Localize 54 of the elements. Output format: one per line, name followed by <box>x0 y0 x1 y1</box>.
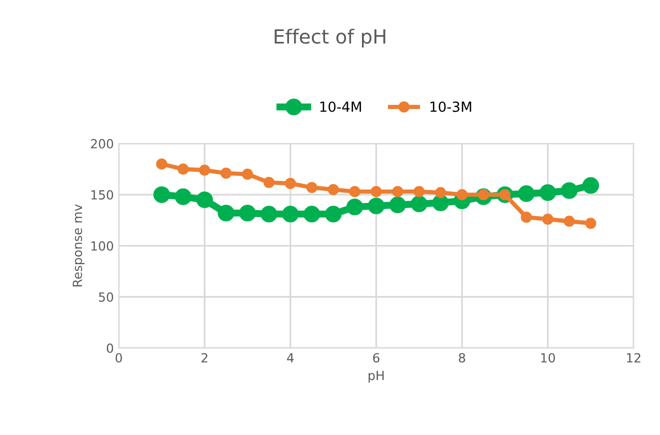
point <box>220 168 232 179</box>
point <box>456 189 468 200</box>
x-tick-label: 6 <box>373 353 380 363</box>
point <box>542 214 554 225</box>
point <box>410 196 428 212</box>
point <box>432 194 449 212</box>
point <box>349 186 360 198</box>
point <box>263 176 275 188</box>
point <box>346 198 364 216</box>
point <box>324 206 342 222</box>
y-tick-label: 200 <box>90 139 114 148</box>
x-tick-label: 4 <box>287 353 294 362</box>
point <box>414 186 425 198</box>
x-axis-title: pH <box>368 370 384 383</box>
legend-label: 10-4M <box>320 101 361 112</box>
y-axis-title: Response mv <box>72 204 85 286</box>
point <box>518 185 535 202</box>
point <box>306 182 318 194</box>
point <box>368 198 385 214</box>
x-tick-label: 12 <box>627 353 640 362</box>
point <box>389 196 406 214</box>
y-tick-label: 150 <box>91 190 114 200</box>
point <box>196 191 213 208</box>
y-tick-label: 100 <box>91 241 114 251</box>
point <box>370 186 382 198</box>
y-tick-label: 0 <box>106 343 114 353</box>
point <box>282 206 299 222</box>
point <box>239 204 256 222</box>
point <box>328 184 339 196</box>
point <box>242 168 254 180</box>
point <box>174 188 192 206</box>
point <box>156 158 168 170</box>
point <box>304 206 320 222</box>
legend-label: 10-3M <box>430 101 472 112</box>
point <box>564 216 575 227</box>
point <box>284 178 296 189</box>
point <box>199 164 210 176</box>
point <box>539 184 556 201</box>
x-tick-label: 0 <box>116 353 122 363</box>
point <box>260 206 278 222</box>
point <box>218 204 234 222</box>
point <box>434 187 446 198</box>
point <box>392 186 404 198</box>
chart-title: Effect of pH <box>274 28 386 48</box>
x-tick-label: 10 <box>541 353 555 363</box>
x-tick-label: 8 <box>458 353 466 363</box>
x-tick-label: 2 <box>202 353 208 362</box>
point <box>582 177 600 194</box>
y-tick-label: 50 <box>98 292 114 302</box>
point <box>585 218 596 229</box>
point <box>560 182 578 199</box>
point <box>153 186 170 203</box>
point <box>520 212 532 223</box>
point <box>178 164 189 175</box>
